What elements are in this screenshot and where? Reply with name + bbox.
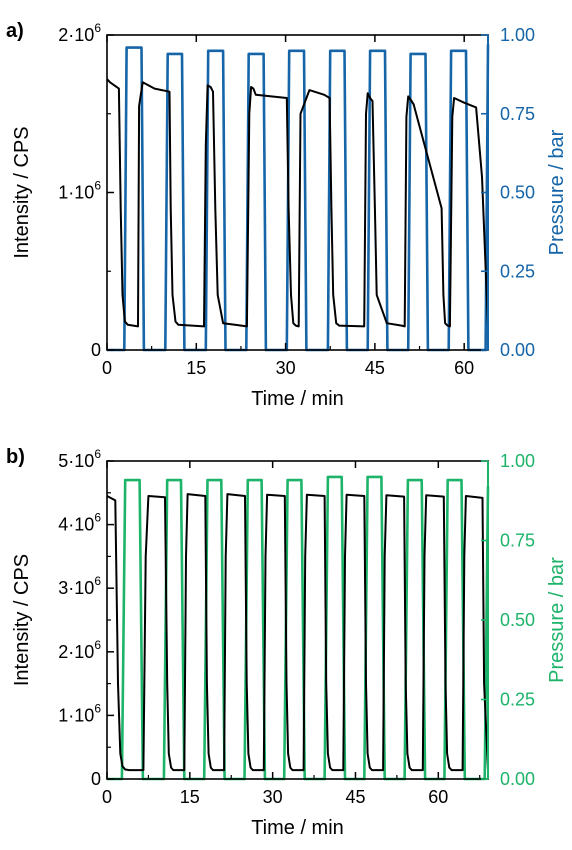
y-right-tick-label: 1.00 — [500, 25, 535, 45]
y-right-tick-label: 1.00 — [500, 451, 535, 471]
panel-a-label: a) — [6, 20, 24, 42]
panel-a-left-y-axis-label: Intensity / CPS — [11, 126, 33, 258]
y-left-tick-label: 2·106 — [58, 638, 101, 662]
panel-a-plot-frame — [106, 34, 489, 351]
x-tick-label: 0 — [102, 787, 112, 807]
panel-a-x-ticks: 0 15 30 45 60 — [102, 35, 474, 378]
panel-b-right-y-ticks: 0.00 0.25 0.50 0.75 1.00 — [481, 451, 535, 789]
pressure-line — [107, 475, 490, 781]
x-tick-label: 15 — [180, 787, 200, 807]
y-right-tick-label: 0.00 — [500, 340, 535, 360]
y-left-tick-label: 5·106 — [58, 447, 101, 471]
x-tick-label: 60 — [428, 787, 448, 807]
y-right-tick-label: 0.50 — [500, 610, 535, 630]
y-left-tick-label: 2·106 — [58, 21, 101, 45]
panel-b: b) 0 15 30 45 60 01·1062·1063·1064·1065·106 … — [6, 446, 568, 839]
y-right-tick-label: 0.25 — [500, 261, 535, 281]
x-tick-label: 45 — [365, 358, 385, 378]
x-tick-label: 30 — [276, 358, 296, 378]
panel-a-left-y-ticks: 0 1·106 2·106 — [58, 21, 114, 360]
panel-b-left-y-axis-label: Intensity / CPS — [11, 554, 33, 686]
y-right-tick-label: 0.25 — [500, 690, 535, 710]
y-left-tick-label: 0 — [91, 769, 101, 789]
panel-a-right-y-ticks: 0.00 0.25 0.50 0.75 1.00 — [481, 25, 535, 360]
panel-a: a) 0 15 30 45 60 0 1·106 2·106 0.00 0.25 0.50 0.7… — [6, 20, 568, 410]
pressure-line — [107, 44, 490, 352]
panel-b-x-axis-label: Time / min — [251, 817, 344, 839]
y-left-tick-label: 4·106 — [58, 511, 101, 535]
intensity-line — [106, 493, 489, 772]
panel-b-pressure-series — [107, 475, 490, 781]
x-tick-label: 45 — [345, 787, 365, 807]
panel-a-x-axis-label: Time / min — [251, 388, 344, 410]
y-left-tick-label: 3·106 — [58, 574, 101, 598]
panel-b-label: b) — [6, 446, 25, 468]
x-tick-label: 30 — [263, 787, 283, 807]
panel-a-pressure-series — [107, 44, 490, 352]
x-tick-label: 60 — [454, 358, 474, 378]
panel-b-left-y-ticks: 0 1·106 2·106 3·106 4·106 5·106 — [58, 447, 114, 789]
y-right-tick-label: 0.75 — [500, 104, 535, 124]
y-right-tick-label: 0.75 — [500, 531, 535, 551]
panel-b-intensity-series — [106, 493, 489, 772]
y-left-tick-label: 1·106 — [58, 179, 101, 203]
x-tick-label: 0 — [102, 358, 112, 378]
x-tick-label: 15 — [186, 358, 206, 378]
intensity-line — [106, 78, 489, 328]
y-right-tick-label: 0.00 — [500, 769, 535, 789]
panel-a-intensity-series — [106, 78, 489, 328]
panel-b-right-y-axis-label: Pressure / bar — [546, 557, 568, 683]
y-left-tick-label: 0 — [91, 340, 101, 360]
y-left-tick-label: 1·106 — [58, 701, 101, 725]
panel-a-right-y-axis-label: Pressure / bar — [546, 129, 568, 255]
panel-b-x-ticks: 0 15 30 45 60 — [102, 461, 481, 807]
y-right-tick-label: 0.50 — [500, 183, 535, 203]
